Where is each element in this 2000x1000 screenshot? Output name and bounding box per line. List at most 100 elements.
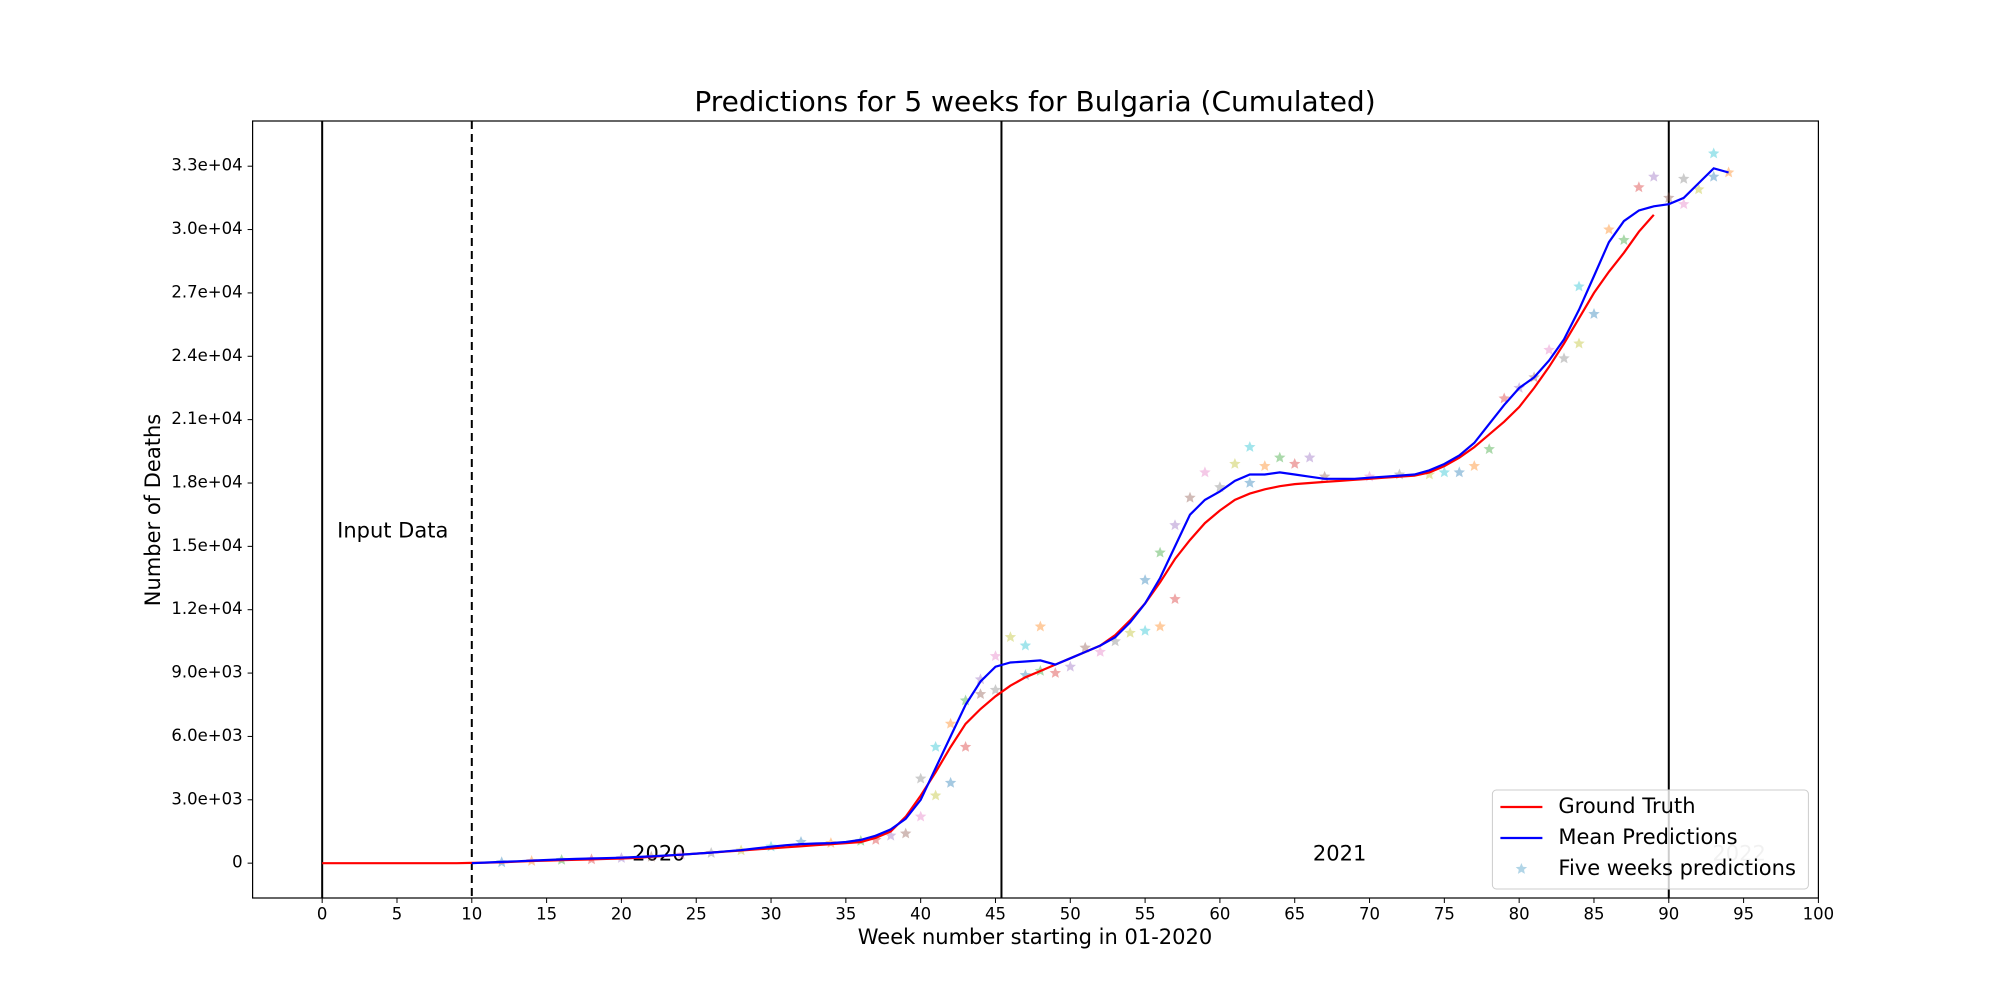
annotation: 2021 — [1313, 842, 1366, 866]
line — [471, 167, 1729, 865]
star-point — [1199, 466, 1211, 478]
x-axis-label: Week number starting in 01-2020 — [858, 925, 1212, 949]
star-point — [1259, 460, 1271, 471]
y-tick-label: 2.4e+04 — [171, 346, 242, 365]
star-point — [915, 772, 927, 784]
x-tick-label: 35 — [835, 905, 856, 924]
y-tick-label: 9.0e+03 — [171, 663, 242, 682]
x-tick-label: 50 — [1060, 905, 1081, 924]
line — [322, 214, 1655, 865]
star-point — [1588, 308, 1600, 319]
x-tick-label: 70 — [1359, 905, 1380, 924]
star-point — [1244, 441, 1256, 452]
star-point — [1094, 646, 1106, 657]
star-point — [1034, 620, 1047, 632]
x-tick-label: 75 — [1434, 905, 1455, 924]
star-point — [885, 829, 897, 841]
star-point — [1438, 466, 1450, 478]
x-tick-label: 65 — [1284, 905, 1305, 924]
star-point — [974, 673, 987, 685]
star-point — [1139, 574, 1151, 585]
star-point — [929, 741, 942, 752]
star-point — [1678, 172, 1690, 184]
star-point — [1678, 198, 1690, 210]
star-point — [959, 741, 972, 752]
chart-title: Predictions for 5 weeks for Bulgaria (Cu… — [694, 85, 1375, 118]
star-point — [1453, 466, 1465, 478]
star-point — [900, 827, 912, 839]
y-axis-label: Number of Deaths — [141, 414, 165, 606]
star-point — [944, 776, 957, 788]
star-point — [1139, 624, 1151, 636]
star-point — [1423, 468, 1436, 480]
star-point — [974, 688, 987, 699]
star-point — [1004, 631, 1017, 642]
star-point — [1543, 343, 1555, 355]
star-point — [1289, 458, 1301, 469]
star-point — [915, 810, 927, 822]
y-tick-label: 2.7e+04 — [171, 282, 242, 301]
star-point — [929, 789, 942, 801]
star-point — [1663, 191, 1675, 203]
x-tick-label: 40 — [910, 905, 931, 924]
star-point — [944, 717, 957, 729]
x-tick-label: 30 — [761, 905, 782, 924]
star-point — [1184, 491, 1196, 503]
x-tick-label: 15 — [536, 905, 557, 924]
star-point — [1229, 458, 1241, 469]
star-point — [1633, 181, 1645, 193]
star-point — [959, 694, 972, 706]
y-tick-label: 3.0e+03 — [171, 789, 242, 808]
star-point — [1468, 460, 1480, 471]
y-tick-label: 1.5e+04 — [171, 536, 242, 555]
y-tick-label: 3.0e+04 — [171, 219, 242, 238]
star-point — [1573, 280, 1585, 292]
star-point — [1169, 593, 1181, 604]
star-point — [1274, 451, 1286, 463]
y-tick-label: 1.8e+04 — [171, 472, 242, 491]
star-point — [1603, 223, 1615, 235]
x-tick-label: 0 — [317, 905, 328, 924]
y-tick-label: 6.0e+03 — [171, 726, 242, 745]
star-point — [1019, 639, 1032, 651]
x-tick-label: 45 — [985, 905, 1006, 924]
legend-label: Five weeks predictions — [1558, 856, 1796, 880]
star-point — [989, 684, 1002, 695]
x-tick-label: 90 — [1658, 905, 1679, 924]
star-point — [1154, 546, 1166, 558]
star-point — [1124, 626, 1136, 638]
star-point — [1154, 620, 1166, 632]
star-point — [1693, 183, 1705, 195]
x-tick-label: 85 — [1583, 905, 1604, 924]
x-tick-label: 100 — [1803, 905, 1835, 924]
y-tick-label: 3.3e+04 — [171, 156, 242, 175]
star-point — [1169, 519, 1181, 531]
annotation: Input Data — [337, 519, 448, 543]
star-point — [1708, 170, 1720, 182]
star-point — [1618, 234, 1630, 245]
x-tick-label: 10 — [461, 905, 482, 924]
x-tick-label: 5 — [392, 905, 403, 924]
annotation: 2020 — [632, 842, 685, 866]
star-point — [870, 833, 882, 845]
star-point — [989, 650, 1002, 661]
star-point — [1109, 635, 1121, 647]
x-tick-label: 95 — [1733, 905, 1754, 924]
star-point — [1483, 443, 1495, 455]
star-point — [1304, 451, 1316, 463]
plot-frame — [252, 120, 1820, 899]
legend-box — [1491, 789, 1809, 890]
y-tick-label: 1.2e+04 — [171, 599, 242, 618]
star-point — [1049, 667, 1061, 678]
x-tick-label: 80 — [1509, 905, 1530, 924]
y-tick-label: 2.1e+04 — [171, 409, 242, 428]
legend-marker — [1515, 863, 1528, 874]
star-point — [1558, 352, 1570, 364]
star-point — [1244, 477, 1256, 488]
y-tick-label: 0 — [232, 853, 243, 872]
legend-label: Ground Truth — [1558, 794, 1695, 818]
x-tick-label: 20 — [611, 905, 632, 924]
x-tick-label: 55 — [1135, 905, 1156, 924]
star-point — [1019, 669, 1032, 680]
x-tick-label: 60 — [1209, 905, 1230, 924]
